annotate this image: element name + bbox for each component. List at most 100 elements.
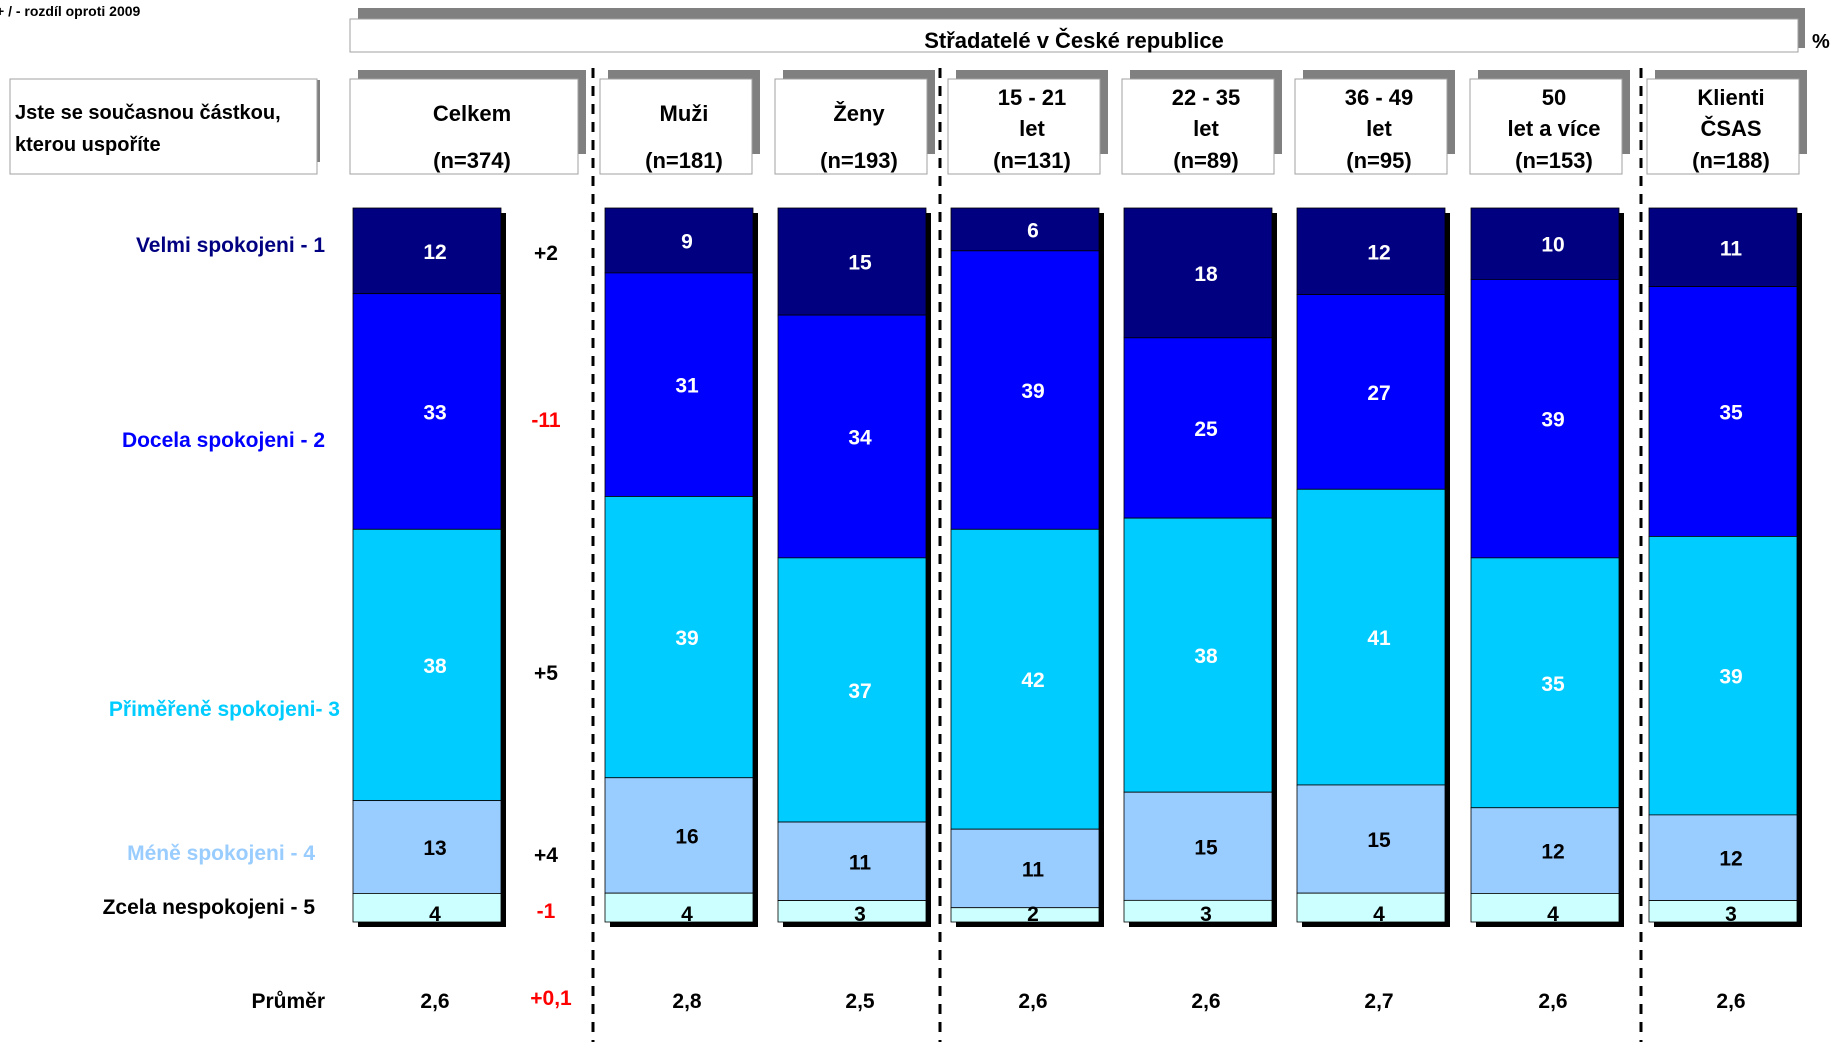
data-label: 31 (675, 375, 699, 398)
difference-value: +5 (534, 662, 558, 685)
data-label: 4 (1547, 903, 1559, 926)
bar-segment (777, 207, 927, 316)
data-label: 2 (1027, 903, 1039, 926)
sample-size: (n=89) (1173, 148, 1238, 173)
data-label: 35 (1541, 673, 1565, 696)
data-label: 39 (1719, 666, 1742, 689)
data-label: 15 (1367, 829, 1391, 852)
bar-segment (1296, 488, 1446, 786)
data-label: 12 (1367, 241, 1390, 264)
data-label: 3 (1725, 903, 1737, 926)
data-label: 12 (1541, 841, 1564, 864)
bar-segment (1648, 286, 1798, 537)
bar-segment (950, 250, 1100, 530)
column-label: Klienti (1697, 85, 1764, 110)
data-label: 33 (423, 401, 446, 424)
bar-segment (1296, 207, 1446, 295)
data-label: 38 (423, 655, 447, 678)
category-label: Docela spokojeni - 2 (122, 429, 325, 452)
column-label: 15 - 21 (998, 85, 1067, 110)
column-header (1121, 78, 1275, 175)
question-box: Jste se současnou částkou, kterou uspoří… (9, 78, 320, 175)
bar-segment (352, 293, 502, 530)
bar-segment (1648, 900, 1798, 923)
group-separators (591, 68, 1643, 1042)
data-label: 15 (848, 252, 872, 275)
bar-segment (1470, 807, 1620, 894)
bar-segment (777, 557, 927, 823)
mean-value: 2,6 (1191, 990, 1220, 1013)
data-label: 3 (854, 903, 866, 926)
data-label: 18 (1194, 263, 1218, 286)
chart-title: Střadatelé v České republice (924, 28, 1224, 53)
data-label: 11 (1022, 858, 1045, 881)
column-header (774, 78, 928, 175)
data-label: 3 (1200, 903, 1212, 926)
bar-segment (604, 496, 754, 779)
bar-segment (950, 207, 1100, 252)
data-label: 34 (848, 426, 872, 449)
data-label: 27 (1367, 382, 1390, 405)
bar-segment (950, 528, 1100, 830)
bar-segment (352, 800, 502, 894)
data-label: 39 (675, 627, 698, 650)
difference-column: +2 -11 +5 +4 -1 (531, 242, 561, 923)
mean-difference: +0,1 (530, 987, 572, 1010)
bar-segment (604, 892, 754, 923)
column-headers: Celkem (n=374) Muži (n=181) Ženy (n=193) 15 - … (349, 70, 1807, 175)
data-label: 15 (1194, 836, 1218, 859)
bar-segment (1648, 207, 1798, 287)
category-label: Velmi spokojeni - 1 (136, 234, 325, 257)
bar-segment (1123, 791, 1273, 901)
data-label: 35 (1719, 401, 1743, 424)
column-label: let (1193, 116, 1219, 141)
difference-value: +2 (534, 242, 558, 265)
data-label: 37 (848, 680, 871, 703)
data-label: 12 (423, 241, 446, 264)
bar-segment (950, 907, 1100, 923)
data-label: 39 (1021, 380, 1044, 403)
data-label: 4 (681, 903, 693, 926)
column-header (1646, 78, 1800, 175)
category-labels: Velmi spokojeni - 1 Docela spokojeni - 2 P… (103, 234, 340, 919)
sample-size: (n=188) (1692, 148, 1770, 173)
bar-segment (1123, 517, 1273, 793)
data-label: 10 (1541, 234, 1564, 257)
difference-value: -11 (531, 409, 561, 432)
bar-segment (1470, 893, 1620, 923)
data-label: 12 (1719, 848, 1742, 871)
bar-segment (352, 528, 502, 802)
bar-segment (604, 272, 754, 497)
mean-value: 2,8 (672, 990, 702, 1013)
bar-segment (1648, 536, 1798, 816)
column-label: Muži (660, 101, 709, 126)
question-line-1: Jste se současnou částkou, (15, 102, 281, 124)
sample-size: (n=374) (433, 148, 511, 173)
difference-value: -1 (537, 900, 556, 923)
data-label: 11 (1720, 237, 1743, 260)
column-label: Ženy (833, 101, 885, 126)
column-header (349, 78, 579, 175)
category-label: Zcela nespokojeni - 5 (103, 896, 316, 919)
sample-size: (n=193) (820, 148, 898, 173)
column-label: Celkem (433, 101, 511, 126)
difference-note: + / - rozdíl oproti 2009 (0, 3, 141, 19)
bar-segment (604, 207, 754, 274)
bar-segment (352, 893, 502, 923)
mean-value: 2,7 (1364, 990, 1393, 1013)
bar-segment (1296, 784, 1446, 894)
column-label: 36 - 49 (1345, 85, 1414, 110)
column-header (1294, 78, 1448, 175)
sample-size: (n=131) (993, 148, 1071, 173)
column-header (1469, 78, 1623, 175)
data-label: 4 (1373, 903, 1385, 926)
bar-segment (1470, 278, 1620, 559)
column-label: let (1019, 116, 1045, 141)
mean-value: 2,6 (1716, 990, 1745, 1013)
column-label: let (1366, 116, 1392, 141)
mean-value: 2,6 (1018, 990, 1047, 1013)
data-label: 4 (429, 903, 441, 926)
mean-value: 2,6 (1538, 990, 1567, 1013)
mean-value: 2,5 (845, 990, 875, 1013)
column-header (947, 78, 1101, 175)
